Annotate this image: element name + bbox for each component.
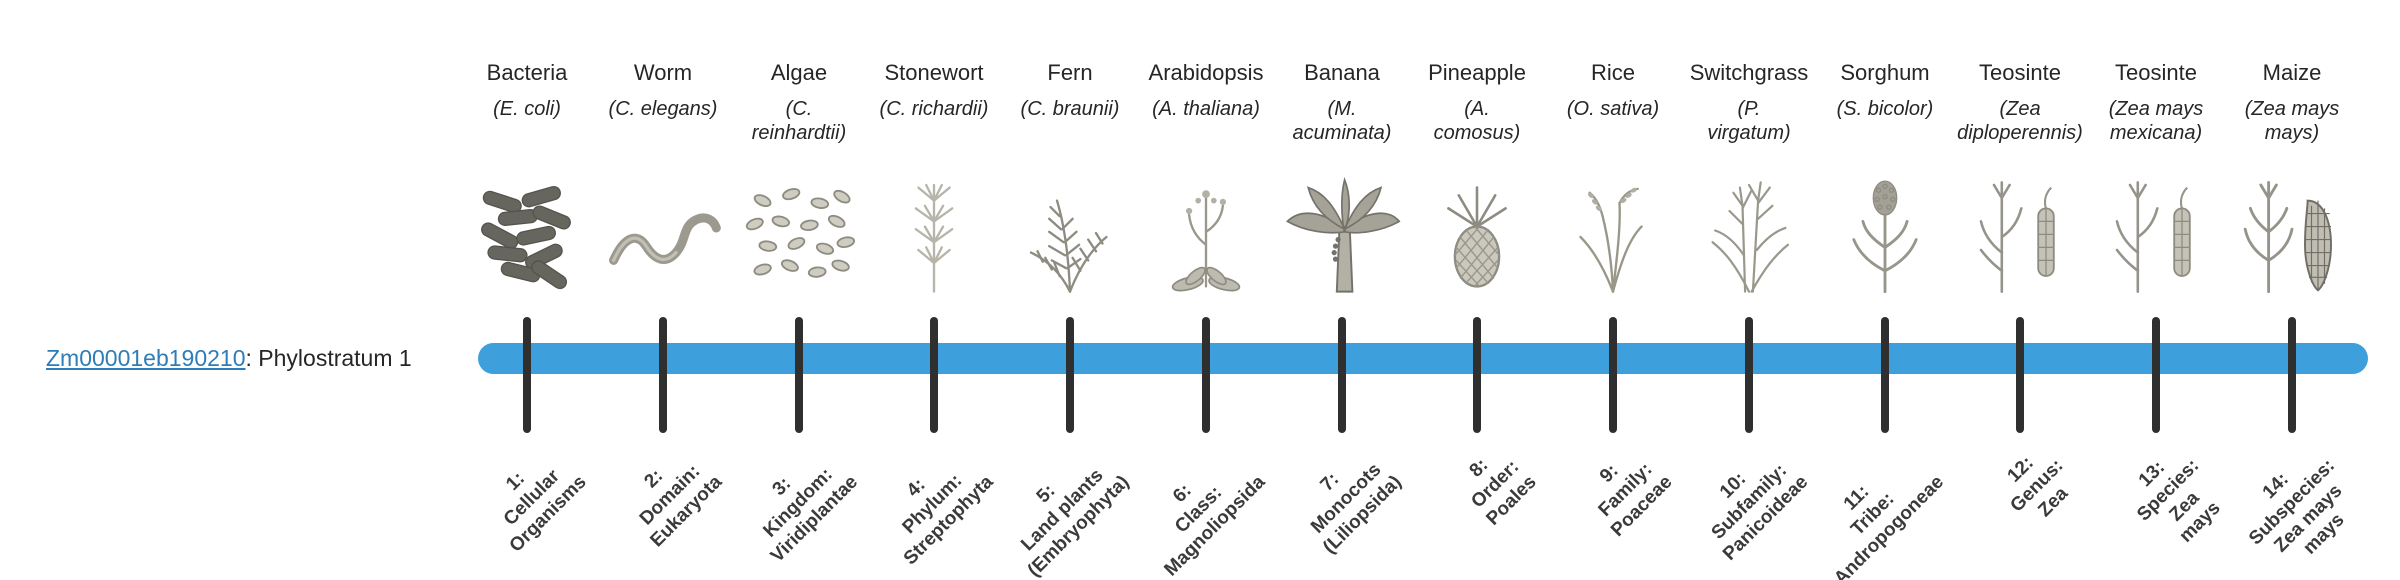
- organism-scientific-name: (Zea mays mays): [2244, 98, 2340, 145]
- organism-name-block: Worm (C. elegans): [578, 60, 748, 121]
- gene-label: Zm00001eb190210: Phylostratum 1: [46, 343, 412, 374]
- organism-scientific-name: (O. sativa): [1566, 98, 1660, 120]
- timeline-tick: [1881, 317, 1889, 433]
- timeline-tick: [2152, 317, 2160, 433]
- phylostratum-label: 5: Land plants (Embryophyta): [1017, 464, 1134, 580]
- organism-name-block: Teosinte (Zea diploperennis): [1935, 60, 2105, 146]
- organism-name-block: Pineapple (A. comosus): [1392, 60, 1562, 146]
- organism-scientific-name: (P. virgatum): [1707, 98, 1791, 145]
- phylostratum-label: 7: Monocots (Liliopsida): [1306, 459, 1406, 558]
- organism-common-name: Arabidopsis: [1148, 60, 1264, 85]
- organism-common-name: Sorghum: [1840, 60, 1930, 85]
- switchgrass-icon: [1684, 168, 1814, 306]
- organism-name-block: Stonewort (C. richardii): [849, 60, 1019, 121]
- organism-common-name: Worm: [633, 60, 693, 85]
- phylostratum-label: 10: Subfamily: Panicoideae: [1707, 459, 1813, 565]
- organism-common-name: Banana: [1304, 60, 1380, 85]
- organism-common-name: Maize: [2262, 60, 2322, 85]
- phylostratum-label: 13: Species: Zea mays: [2132, 455, 2225, 548]
- timeline-tick: [1066, 317, 1074, 433]
- organism-scientific-name: (C. reinhardtii): [751, 98, 847, 145]
- stonewort-icon: [869, 168, 999, 306]
- organism-name-block: Bacteria (E. coli): [442, 60, 612, 121]
- teosinte-icon: [2091, 168, 2221, 306]
- timeline-tick: [1745, 317, 1753, 433]
- organism-scientific-name: (S. bicolor): [1836, 98, 1934, 120]
- timeline-tick: [659, 317, 667, 433]
- organism-scientific-name: (A. thaliana): [1152, 98, 1260, 120]
- organism-scientific-name: (C. braunii): [1020, 98, 1120, 120]
- worm-icon: [598, 168, 728, 306]
- timeline-tick: [1338, 317, 1346, 433]
- timeline-tick: [523, 317, 531, 433]
- timeline-tick: [2016, 317, 2024, 433]
- fern-icon: [1005, 168, 1135, 306]
- phylostratum-label: 4: Phylum: Streptophyta: [898, 470, 998, 569]
- organism-name-block: Maize (Zea mays mays): [2207, 60, 2377, 146]
- rice-icon: [1548, 168, 1678, 306]
- timeline-tick: [795, 317, 803, 433]
- phylostratum-label: 6: Class: Magnoliopsida: [1160, 471, 1270, 580]
- organism-name-block: Sorghum (S. bicolor): [1800, 60, 1970, 121]
- phylostratum-label: 9: Family: Poaceae: [1594, 458, 1677, 541]
- timeline-tick: [2288, 317, 2296, 433]
- organism-name-block: Switchgrass (P. virgatum): [1664, 60, 1834, 146]
- organism-name-block: Algae (C. reinhardtii): [714, 60, 884, 146]
- organism-common-name: Fern: [1047, 60, 1093, 85]
- timeline-tick: [1609, 317, 1617, 433]
- timeline-tick: [1473, 317, 1481, 433]
- organism-name-block: Teosinte (Zea mays mexicana): [2071, 60, 2241, 146]
- organism-common-name: Switchgrass: [1689, 60, 1809, 85]
- organism-common-name: Teosinte: [2115, 60, 2197, 85]
- phylostratum-label: 11: Tribe: Andropogoneae: [1830, 471, 1949, 580]
- organism-scientific-name: (A. comosus): [1433, 98, 1521, 145]
- organism-name-block: Arabidopsis (A. thaliana): [1121, 60, 1291, 121]
- organism-common-name: Stonewort: [884, 60, 984, 85]
- organism-scientific-name: (M. acuminata): [1292, 98, 1392, 145]
- phylostratum-label: 14: Subspecies: Zea mays mays: [2244, 455, 2349, 559]
- organism-name-block: Banana (M. acuminata): [1257, 60, 1427, 146]
- banana-icon: [1277, 168, 1407, 306]
- organism-common-name: Teosinte: [1979, 60, 2061, 85]
- phylostratum-label: 8: Order: Poales: [1465, 454, 1541, 530]
- maize-icon: [2227, 168, 2357, 306]
- phylostratum-label: 3: Kingdom: Viridiplantae: [759, 463, 863, 567]
- pineapple-icon: [1412, 168, 1542, 306]
- organism-scientific-name: (Zea mays mexicana): [2108, 98, 2204, 145]
- phylostratum-label: 1: Cellular Organisms: [499, 465, 591, 557]
- organism-name-block: Fern (C. braunii): [985, 60, 1155, 121]
- phylostratum-label: 2: Domain: Eukaryota: [635, 460, 727, 552]
- timeline-tick: [1202, 317, 1210, 433]
- algae-icon: [734, 168, 864, 306]
- organism-common-name: Bacteria: [486, 60, 568, 85]
- arabidopsis-icon: [1141, 168, 1271, 306]
- organism-name-block: Rice (O. sativa): [1528, 60, 1698, 121]
- gene-id-link[interactable]: Zm00001eb190210: [46, 345, 246, 371]
- organism-common-name: Pineapple: [1428, 60, 1526, 85]
- organism-common-name: Rice: [1590, 60, 1635, 85]
- phylostratum-label: 12: Genus: Zea: [2003, 452, 2072, 521]
- organism-scientific-name: (Zea diploperennis): [1957, 98, 2083, 145]
- organism-scientific-name: (C. elegans): [608, 98, 718, 120]
- organism-scientific-name: (E. coli): [493, 98, 561, 120]
- timeline-bar: [478, 343, 2368, 374]
- teosinte-icon: [1955, 168, 2085, 306]
- organism-common-name: Algae: [770, 60, 828, 85]
- timeline-tick: [930, 317, 938, 433]
- gene-phylostratum-text: : Phylostratum 1: [245, 345, 412, 371]
- organism-scientific-name: (C. richardii): [879, 98, 989, 120]
- bacteria-icon: [462, 168, 592, 306]
- sorghum-icon: [1820, 168, 1950, 306]
